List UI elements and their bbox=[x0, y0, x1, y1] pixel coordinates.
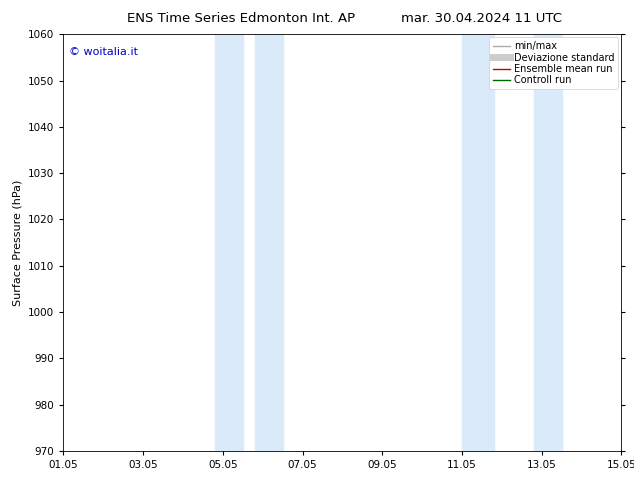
Bar bbox=[255, 34, 283, 451]
Text: © woitalia.it: © woitalia.it bbox=[69, 47, 138, 57]
Bar bbox=[534, 34, 562, 451]
Bar bbox=[462, 34, 494, 451]
Legend: min/max, Deviazione standard, Ensemble mean run, Controll run: min/max, Deviazione standard, Ensemble m… bbox=[489, 37, 618, 89]
Text: mar. 30.04.2024 11 UTC: mar. 30.04.2024 11 UTC bbox=[401, 12, 562, 25]
Bar bbox=[215, 34, 243, 451]
Y-axis label: Surface Pressure (hPa): Surface Pressure (hPa) bbox=[13, 179, 23, 306]
Text: ENS Time Series Edmonton Int. AP: ENS Time Series Edmonton Int. AP bbox=[127, 12, 355, 25]
